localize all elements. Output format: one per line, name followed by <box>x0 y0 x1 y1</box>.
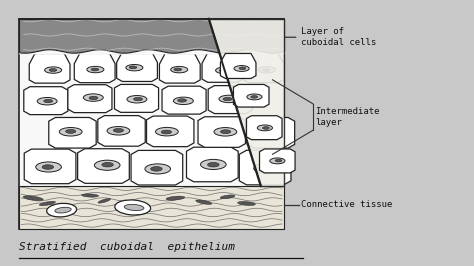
Ellipse shape <box>89 96 98 100</box>
Polygon shape <box>29 53 70 83</box>
Ellipse shape <box>134 97 143 101</box>
Ellipse shape <box>37 97 57 105</box>
Ellipse shape <box>127 95 147 103</box>
Ellipse shape <box>220 195 235 199</box>
Ellipse shape <box>129 66 137 69</box>
Ellipse shape <box>115 200 151 215</box>
Ellipse shape <box>83 94 103 101</box>
Polygon shape <box>146 116 194 147</box>
Ellipse shape <box>45 67 62 73</box>
Text: Layer of
cuboidal cells: Layer of cuboidal cells <box>301 27 376 47</box>
Ellipse shape <box>44 99 53 103</box>
Ellipse shape <box>263 127 269 129</box>
Polygon shape <box>49 118 96 148</box>
Ellipse shape <box>126 64 143 71</box>
Ellipse shape <box>42 165 54 169</box>
Text: Intermediate
layer: Intermediate layer <box>315 107 380 127</box>
Ellipse shape <box>214 128 237 136</box>
Polygon shape <box>247 118 295 148</box>
Polygon shape <box>239 150 291 185</box>
Polygon shape <box>24 87 68 115</box>
Ellipse shape <box>220 130 231 134</box>
Bar <box>19 19 284 229</box>
Ellipse shape <box>98 198 110 203</box>
Polygon shape <box>260 149 295 173</box>
Polygon shape <box>98 116 145 146</box>
Ellipse shape <box>257 125 273 131</box>
Ellipse shape <box>265 132 275 136</box>
Ellipse shape <box>173 97 193 105</box>
Ellipse shape <box>107 127 130 135</box>
Ellipse shape <box>59 127 82 136</box>
Ellipse shape <box>49 69 57 72</box>
Ellipse shape <box>23 196 43 201</box>
Polygon shape <box>78 149 129 183</box>
Ellipse shape <box>260 167 272 171</box>
Ellipse shape <box>178 99 187 102</box>
Ellipse shape <box>124 204 144 211</box>
Polygon shape <box>117 52 157 81</box>
Polygon shape <box>74 53 115 83</box>
Ellipse shape <box>46 203 77 217</box>
Polygon shape <box>131 150 182 185</box>
Ellipse shape <box>254 163 279 173</box>
Ellipse shape <box>102 163 113 167</box>
Bar <box>19 19 284 53</box>
Ellipse shape <box>219 69 227 72</box>
Polygon shape <box>198 117 246 147</box>
Polygon shape <box>24 149 76 184</box>
Text: Connective tissue: Connective tissue <box>301 200 392 209</box>
Ellipse shape <box>55 207 71 213</box>
Ellipse shape <box>196 200 212 204</box>
Ellipse shape <box>263 69 270 72</box>
Bar <box>19 186 284 229</box>
Polygon shape <box>162 86 206 114</box>
Ellipse shape <box>234 65 249 71</box>
Ellipse shape <box>201 159 226 169</box>
Polygon shape <box>208 86 252 114</box>
Polygon shape <box>246 116 282 140</box>
Ellipse shape <box>91 68 99 71</box>
Polygon shape <box>220 53 256 78</box>
Ellipse shape <box>251 95 258 98</box>
Ellipse shape <box>223 97 232 101</box>
Polygon shape <box>209 19 284 186</box>
Ellipse shape <box>94 160 120 170</box>
Ellipse shape <box>237 201 255 206</box>
Ellipse shape <box>174 68 182 71</box>
Ellipse shape <box>171 66 188 73</box>
Ellipse shape <box>208 163 219 167</box>
Ellipse shape <box>145 164 171 174</box>
Ellipse shape <box>151 167 162 171</box>
Polygon shape <box>186 147 238 182</box>
Polygon shape <box>115 84 159 112</box>
Polygon shape <box>202 53 243 82</box>
Polygon shape <box>243 53 284 83</box>
Ellipse shape <box>65 130 76 133</box>
Polygon shape <box>159 53 200 83</box>
Ellipse shape <box>216 67 233 74</box>
Ellipse shape <box>219 95 239 103</box>
Ellipse shape <box>155 127 178 136</box>
Ellipse shape <box>275 159 282 162</box>
Text: Stratified  cuboidal  epithelium: Stratified cuboidal epithelium <box>19 242 235 252</box>
Polygon shape <box>233 85 269 107</box>
Polygon shape <box>68 85 112 113</box>
Ellipse shape <box>161 130 172 134</box>
Ellipse shape <box>39 201 55 206</box>
Ellipse shape <box>82 194 99 197</box>
Ellipse shape <box>247 94 262 100</box>
Ellipse shape <box>166 196 185 200</box>
Ellipse shape <box>259 129 282 138</box>
Ellipse shape <box>239 67 246 70</box>
Ellipse shape <box>87 66 104 73</box>
Ellipse shape <box>113 128 124 132</box>
Ellipse shape <box>258 66 275 73</box>
Ellipse shape <box>36 162 61 172</box>
Ellipse shape <box>270 158 285 164</box>
